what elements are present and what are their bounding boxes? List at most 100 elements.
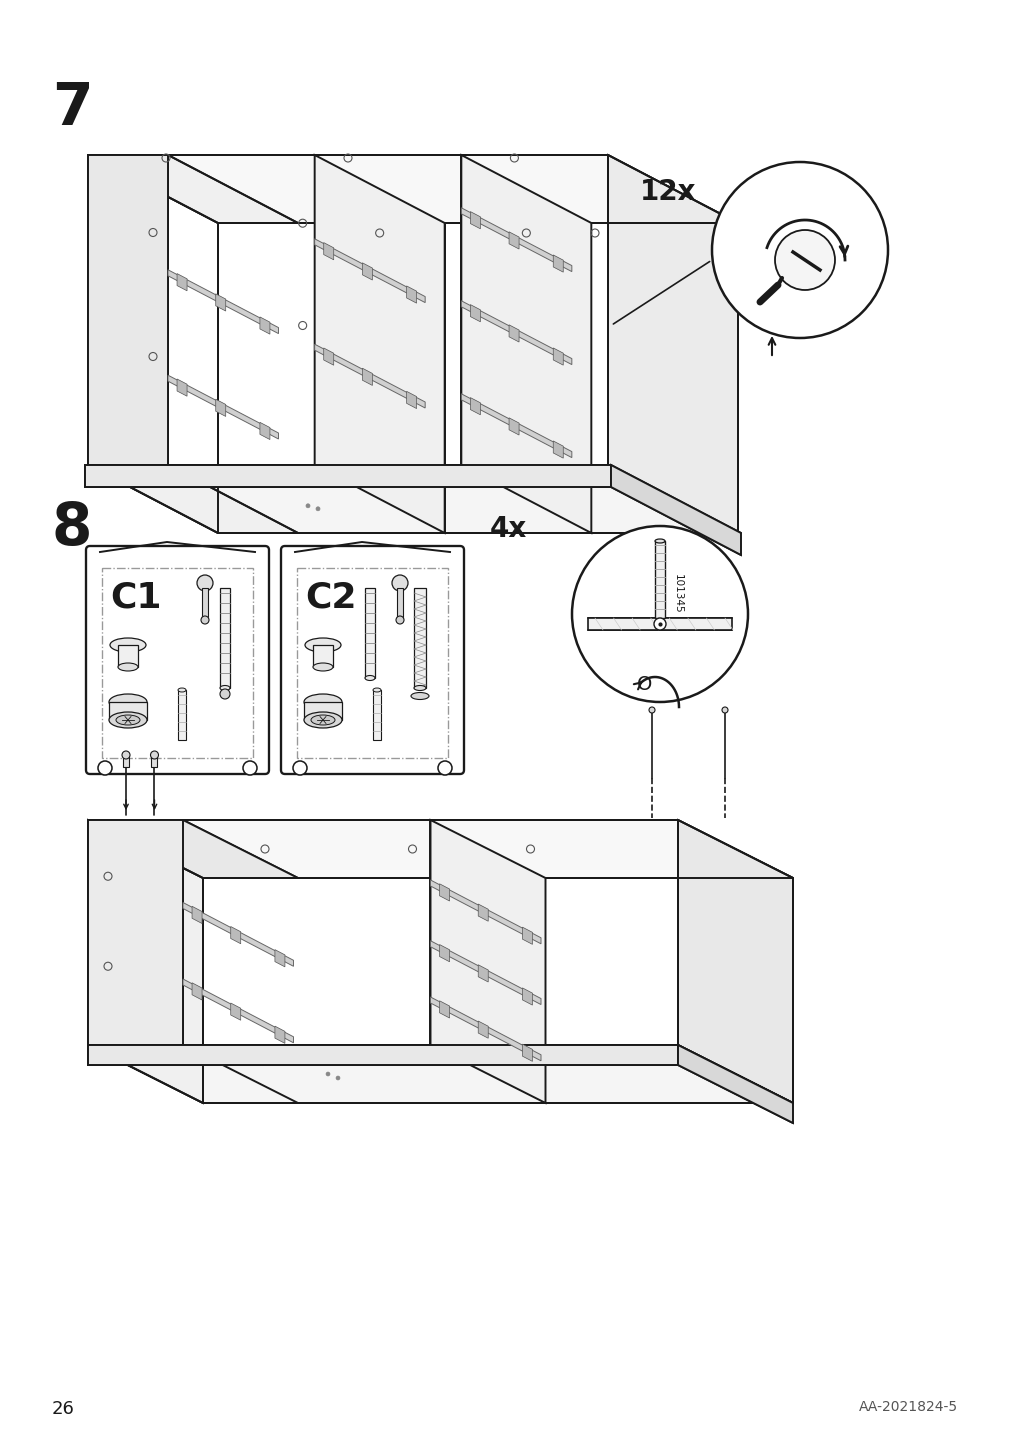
Polygon shape: [183, 979, 293, 1042]
Ellipse shape: [116, 715, 140, 725]
Polygon shape: [509, 232, 519, 249]
Polygon shape: [509, 325, 519, 342]
Ellipse shape: [178, 687, 186, 692]
Polygon shape: [522, 927, 532, 944]
Circle shape: [653, 619, 665, 630]
Polygon shape: [677, 1045, 793, 1123]
Polygon shape: [324, 242, 334, 259]
Polygon shape: [478, 965, 487, 982]
Ellipse shape: [413, 686, 426, 690]
Circle shape: [774, 231, 834, 291]
Bar: [102, 569, 253, 758]
Circle shape: [151, 750, 159, 759]
FancyBboxPatch shape: [281, 546, 463, 775]
Polygon shape: [478, 1021, 487, 1038]
Bar: [587, 619, 731, 630]
Polygon shape: [362, 368, 372, 385]
Text: 7: 7: [52, 80, 93, 137]
Circle shape: [122, 750, 129, 759]
Text: 8: 8: [52, 500, 92, 557]
Polygon shape: [88, 155, 168, 465]
Polygon shape: [88, 155, 737, 223]
Ellipse shape: [109, 712, 147, 727]
Polygon shape: [461, 301, 571, 365]
Ellipse shape: [373, 687, 380, 692]
Polygon shape: [461, 155, 590, 533]
Text: 4x: 4x: [489, 516, 527, 543]
Circle shape: [201, 616, 209, 624]
Bar: [178, 690, 186, 740]
Ellipse shape: [365, 676, 375, 680]
Polygon shape: [611, 465, 740, 556]
Polygon shape: [439, 945, 449, 962]
Polygon shape: [430, 881, 541, 944]
Polygon shape: [461, 394, 571, 458]
Circle shape: [395, 616, 403, 624]
Text: AA-2021824-5: AA-2021824-5: [858, 1400, 957, 1413]
Polygon shape: [430, 941, 541, 1005]
Ellipse shape: [304, 639, 341, 652]
Polygon shape: [439, 1001, 449, 1018]
Polygon shape: [470, 398, 480, 415]
Polygon shape: [88, 465, 737, 533]
Polygon shape: [168, 269, 278, 334]
Ellipse shape: [110, 639, 146, 652]
Circle shape: [326, 1073, 330, 1075]
Bar: [654, 541, 664, 619]
Polygon shape: [275, 949, 285, 967]
Polygon shape: [522, 1044, 532, 1061]
Ellipse shape: [118, 663, 137, 672]
Polygon shape: [88, 821, 183, 1045]
Polygon shape: [478, 904, 487, 921]
Bar: [396, 589, 402, 620]
Polygon shape: [177, 379, 187, 397]
Polygon shape: [553, 441, 563, 458]
Circle shape: [712, 162, 887, 338]
Ellipse shape: [410, 693, 429, 699]
Polygon shape: [203, 878, 793, 1103]
Polygon shape: [85, 465, 611, 487]
Ellipse shape: [310, 715, 335, 725]
Bar: [202, 589, 208, 620]
Polygon shape: [260, 422, 270, 440]
Polygon shape: [553, 348, 563, 365]
Circle shape: [336, 1075, 340, 1080]
Polygon shape: [406, 391, 417, 408]
Polygon shape: [362, 263, 372, 281]
Polygon shape: [314, 344, 425, 408]
Text: C1: C1: [110, 580, 162, 614]
Circle shape: [293, 760, 306, 775]
Bar: [373, 690, 380, 740]
Bar: [109, 702, 147, 720]
Polygon shape: [677, 821, 793, 1103]
Polygon shape: [231, 1002, 241, 1020]
Polygon shape: [608, 155, 737, 533]
Polygon shape: [217, 223, 737, 533]
Polygon shape: [215, 294, 225, 311]
Polygon shape: [88, 465, 297, 533]
Polygon shape: [260, 316, 270, 334]
Ellipse shape: [219, 686, 229, 690]
Bar: [312, 644, 333, 667]
Bar: [118, 644, 137, 667]
Circle shape: [243, 760, 257, 775]
Circle shape: [315, 507, 319, 511]
Polygon shape: [470, 305, 480, 322]
Bar: [296, 569, 448, 758]
Polygon shape: [461, 208, 571, 272]
Ellipse shape: [312, 663, 333, 672]
Text: 12x: 12x: [639, 178, 696, 206]
Polygon shape: [177, 274, 187, 291]
Bar: [152, 755, 158, 768]
Bar: [219, 589, 229, 687]
Circle shape: [219, 689, 229, 699]
Circle shape: [438, 760, 452, 775]
Polygon shape: [275, 1027, 285, 1044]
Polygon shape: [231, 927, 241, 944]
Polygon shape: [88, 821, 793, 878]
Ellipse shape: [109, 695, 147, 710]
Circle shape: [305, 504, 309, 508]
Polygon shape: [192, 906, 202, 924]
Polygon shape: [314, 155, 444, 533]
Ellipse shape: [303, 712, 342, 727]
